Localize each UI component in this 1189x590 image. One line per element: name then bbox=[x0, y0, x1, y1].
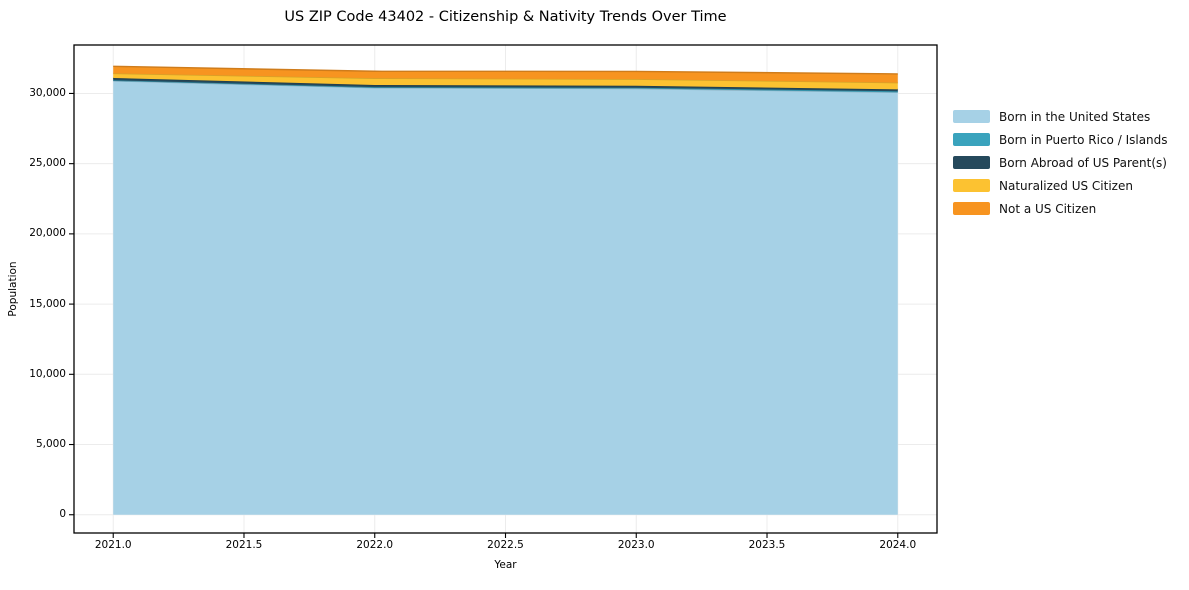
legend-item: Born in the United States bbox=[953, 109, 1168, 124]
y-tick-label: 15,000 bbox=[29, 297, 66, 310]
y-tick-label: 25,000 bbox=[29, 157, 66, 170]
legend-label: Naturalized US Citizen bbox=[999, 178, 1133, 193]
y-tick-label: 0 bbox=[59, 508, 66, 521]
legend-swatch bbox=[953, 179, 990, 192]
x-tick-label: 2024.0 bbox=[879, 539, 917, 551]
x-tick-label: 2023.5 bbox=[748, 539, 786, 551]
legend-item: Not a US Citizen bbox=[953, 201, 1168, 216]
legend-label: Not a US Citizen bbox=[999, 201, 1097, 216]
area-band bbox=[113, 80, 898, 515]
x-tick-label: 2021.5 bbox=[225, 539, 263, 551]
chart-title: US ZIP Code 43402 - Citizenship & Nativi… bbox=[284, 9, 727, 25]
legend-label: Born in the United States bbox=[999, 109, 1151, 124]
legend-label: Born in Puerto Rico / Islands bbox=[999, 132, 1168, 147]
y-tick-label: 20,000 bbox=[29, 227, 66, 240]
legend-label: Born Abroad of US Parent(s) bbox=[999, 155, 1167, 170]
y-tick-label: 30,000 bbox=[29, 86, 66, 99]
legend-item: Born in Puerto Rico / Islands bbox=[953, 132, 1168, 147]
x-axis-label: Year bbox=[494, 559, 517, 571]
legend-swatch bbox=[953, 133, 990, 146]
y-tick-label: 10,000 bbox=[29, 367, 66, 380]
y-tick-label: 5,000 bbox=[35, 438, 66, 451]
legend-swatch bbox=[953, 156, 990, 169]
area-band bbox=[113, 80, 898, 93]
area-band bbox=[113, 78, 898, 92]
x-tick-label: 2022.5 bbox=[487, 539, 524, 551]
legend-item: Born Abroad of US Parent(s) bbox=[953, 155, 1168, 170]
legend-swatch bbox=[953, 202, 990, 215]
x-tick-label: 2021.0 bbox=[94, 539, 132, 551]
x-tick-label: 2022.0 bbox=[356, 539, 394, 551]
legend-item: Naturalized US Citizen bbox=[953, 178, 1168, 193]
legend: Born in the United States Born in Puerto … bbox=[953, 110, 1168, 225]
legend-swatch bbox=[953, 110, 990, 123]
area-band-edge bbox=[113, 65, 898, 75]
x-tick-label: 2023.0 bbox=[617, 539, 655, 551]
y-axis-label: Population bbox=[7, 261, 19, 317]
